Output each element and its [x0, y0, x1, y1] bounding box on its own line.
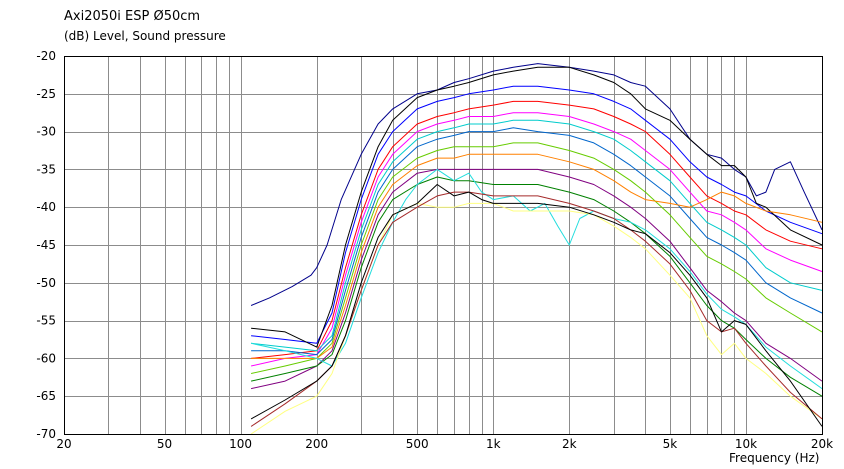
y-tick-label: -25 — [36, 87, 56, 101]
y-tick-label: -70 — [36, 427, 56, 441]
x-tick-label: 2k — [562, 437, 577, 451]
y-tick-label: -40 — [36, 200, 56, 214]
series-line-6 — [251, 119, 823, 352]
series-line-14 — [250, 191, 823, 427]
series-line-15 — [250, 184, 823, 427]
series-line-12 — [250, 168, 823, 390]
series-line-4 — [251, 100, 823, 359]
series-line-3 — [251, 66, 823, 348]
x-tick-label: 20 — [56, 437, 71, 451]
y-tick-label: -50 — [36, 276, 56, 290]
x-tick-label: 500 — [406, 437, 429, 451]
y-tick-label: -20 — [36, 49, 56, 63]
series-line-9 — [251, 153, 823, 359]
x-tick-label: 1k — [486, 437, 501, 451]
series-line-2 — [251, 85, 823, 344]
y-tick-label: -45 — [36, 238, 56, 252]
series-line-7 — [251, 127, 823, 356]
chart-title: Axi2050i ESP Ø50cm — [64, 9, 201, 24]
series-line-1 — [250, 63, 823, 306]
grid — [64, 56, 823, 435]
x-tick-label: 200 — [305, 437, 328, 451]
x-tick-label: 5k — [663, 437, 678, 451]
x-tick-labels: 20 50 100 200 500 1k 2k 5k 10k 20k — [56, 437, 833, 451]
y-tick-label: -60 — [36, 351, 56, 365]
x-axis-label: Frequency (Hz) — [729, 451, 820, 465]
x-tick-label: 100 — [229, 437, 252, 451]
y-tick-label: -30 — [36, 125, 56, 139]
y-tick-labels: -20 -25 -30 -35 -40 -45 -50 -55 -60 -65 -70 — [36, 49, 56, 441]
y-tick-label: -65 — [36, 389, 56, 403]
y-tick-label: -55 — [36, 314, 56, 328]
series-line-5 — [250, 112, 823, 367]
series-group — [250, 63, 823, 435]
x-tick-label: 50 — [157, 437, 172, 451]
series-line-10 — [250, 168, 823, 390]
series-line-11 — [250, 176, 823, 397]
y-tick-label: -35 — [36, 162, 56, 176]
y-axis-label: (dB) Level, Sound pressure — [64, 29, 226, 43]
x-tick-label: 20k — [811, 437, 833, 451]
plot-frame — [64, 56, 823, 435]
x-tick-label: 10k — [735, 437, 757, 451]
series-line-8 — [250, 142, 823, 374]
